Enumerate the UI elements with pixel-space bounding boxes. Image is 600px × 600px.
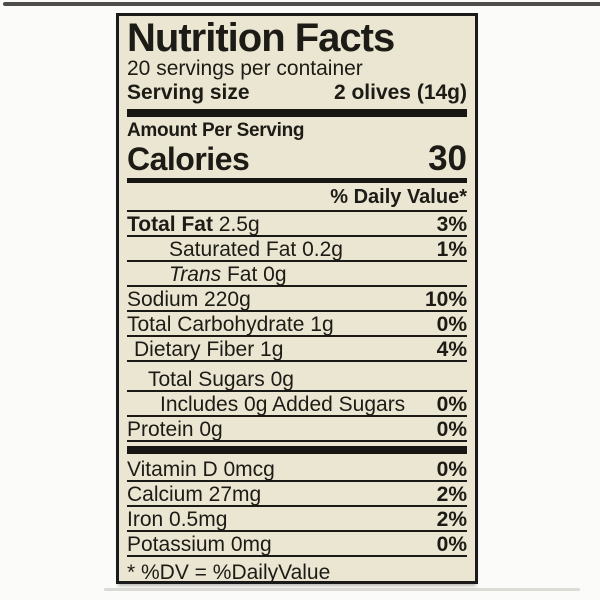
nutrient-daily-value: 0%	[436, 457, 467, 481]
nutrient-name: Trans Fat 0g	[169, 262, 287, 286]
serving-size-label: Serving size	[127, 81, 250, 104]
nutrient-daily-value: 0%	[436, 417, 467, 441]
calories-label: Calories	[127, 141, 250, 177]
nutrient-daily-value: 4%	[436, 337, 467, 361]
nutrient-row: Iron 0.5mg 2%	[127, 507, 467, 532]
nutrient-name: Total Sugars 0g	[148, 367, 294, 391]
nutrient-name: Iron 0.5mg	[127, 507, 228, 531]
nutrient-name: Includes 0g Added Sugars	[160, 392, 406, 416]
label-shadow	[104, 588, 580, 591]
nutrient-name: Total Fat 2.5g	[127, 212, 260, 236]
nutrient-name: Saturated Fat 0.2g	[169, 237, 343, 261]
nutrient-row: Trans Fat 0g	[127, 262, 467, 287]
nutrient-daily-value: 1%	[436, 237, 467, 261]
nutrient-daily-value: 0%	[436, 532, 467, 556]
nutrition-facts-label: Nutrition Facts 20 servings per containe…	[116, 13, 478, 584]
nutrient-row: Potassium 0mg 0%	[127, 532, 467, 557]
serving-size-row: Serving size 2 olives (14g)	[127, 81, 467, 105]
top-edge-artifact	[3, 2, 600, 6]
nutrient-name: Dietary Fiber 1g	[134, 337, 284, 361]
nutrient-row: Protein 0g 0%	[127, 417, 467, 442]
nutrient-row: Saturated Fat 0.2g 1%	[127, 237, 467, 262]
micronutrient-rows: Vitamin D 0mcg 0% Calcium 27mg 2% Iron 0.5mg…	[127, 457, 467, 557]
serving-size-value: 2 olives (14g)	[333, 81, 467, 104]
nutrient-name: Total Carbohydrate 1g	[127, 312, 334, 336]
calories-value: 30	[428, 139, 467, 178]
nutrient-row: Total Sugars 0g	[127, 367, 467, 392]
section-divider-thick	[127, 446, 467, 454]
nutrient-row: Vitamin D 0mcg 0%	[127, 457, 467, 482]
macronutrient-rows: Total Fat 2.5g 3% Saturated Fat 0.2g 1% Tran…	[127, 212, 467, 442]
servings-per-container: 20 servings per container	[127, 57, 363, 80]
section-divider-medium	[127, 178, 467, 183]
nutrient-daily-value: 2%	[436, 507, 467, 531]
nutrient-row: Total Fat 2.5g 3%	[127, 212, 467, 237]
nutrient-row: Total Carbohydrate 1g 0%	[127, 312, 467, 337]
daily-value-header: % Daily Value*	[127, 185, 467, 212]
nutrient-daily-value: 10%	[424, 287, 467, 311]
nutrient-row: Calcium 27mg 2%	[127, 482, 467, 507]
nutrient-name: Sodium 220g	[127, 287, 251, 311]
nutrient-daily-value: 0%	[436, 312, 467, 336]
nutrient-name: Calcium 27mg	[127, 482, 262, 506]
nutrient-daily-value: 3%	[436, 212, 467, 236]
calories-row: Calories 30	[127, 139, 467, 178]
nutrient-daily-value: 2%	[436, 482, 467, 506]
nutrient-row: Sodium 220g 10%	[127, 287, 467, 312]
nutrient-row: Dietary Fiber 1g 4%	[127, 337, 467, 362]
nutrient-name: Vitamin D 0mcg	[127, 457, 275, 481]
nutrient-row: Includes 0g Added Sugars 0%	[127, 392, 467, 417]
amount-per-serving-label: Amount Per Serving	[127, 120, 305, 141]
section-divider-thick	[127, 109, 467, 117]
nutrient-daily-value: 0%	[436, 392, 467, 416]
nutrient-name: Protein 0g	[127, 417, 223, 441]
footnote: * %DV = %DailyValue	[127, 561, 331, 584]
label-title: Nutrition Facts	[127, 16, 395, 60]
nutrient-name: Potassium 0mg	[127, 532, 272, 556]
